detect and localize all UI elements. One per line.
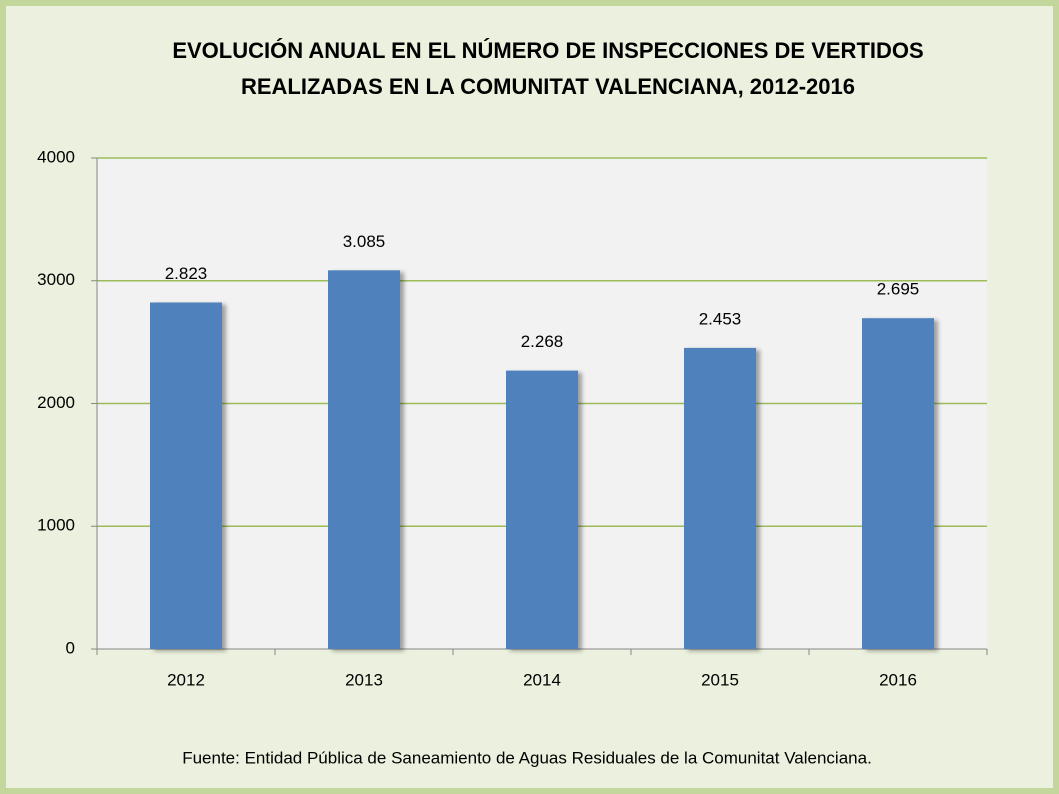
chart-title: REALIZADAS EN LA COMUNITAT VALENCIANA, 2… [241, 74, 855, 99]
data-label: 2.268 [521, 332, 564, 351]
bar [684, 347, 756, 649]
y-tick-label: 2000 [37, 393, 75, 412]
x-tick-label: 2014 [523, 670, 561, 689]
y-tick-label: 3000 [37, 270, 75, 289]
data-label: 2.695 [877, 280, 920, 299]
x-tick-label: 2015 [701, 670, 739, 689]
x-tick-label: 2016 [879, 670, 917, 689]
bar [506, 370, 578, 649]
source-note: Fuente: Entidad Pública de Saneamiento d… [182, 748, 872, 767]
data-label: 2.823 [165, 264, 208, 283]
data-label: 2.453 [699, 309, 742, 328]
y-tick-label: 0 [66, 638, 75, 657]
chart-title: EVOLUCIÓN ANUAL EN EL NÚMERO DE INSPECCI… [172, 38, 923, 63]
bar [328, 270, 400, 649]
y-tick-label: 1000 [37, 516, 75, 535]
bar [150, 302, 222, 649]
x-tick-label: 2013 [345, 670, 383, 689]
data-label: 3.085 [343, 232, 386, 251]
bar [862, 318, 934, 649]
y-tick-label: 4000 [37, 147, 75, 166]
x-tick-label: 2012 [167, 670, 205, 689]
